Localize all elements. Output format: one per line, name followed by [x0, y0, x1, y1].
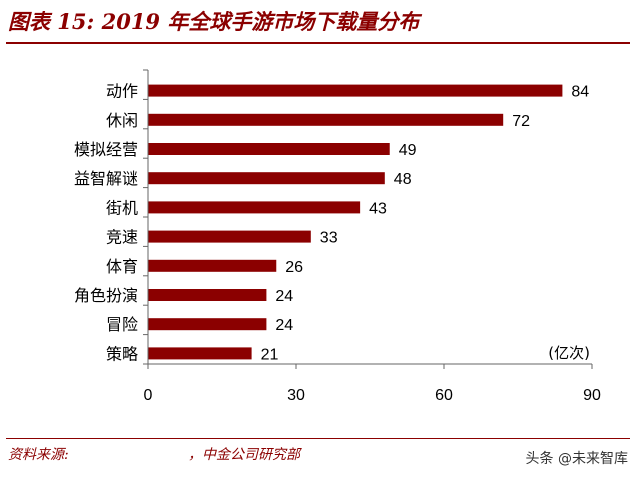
category-label: 竞速 [106, 228, 138, 247]
source-note: 资料来源: ，中金公司研究部 [8, 444, 300, 464]
value-label: 49 [399, 142, 417, 159]
bar-9 [148, 347, 252, 360]
bar-0 [148, 84, 563, 97]
category-label: 动作 [106, 82, 138, 101]
x-tick-label: 60 [435, 387, 453, 404]
category-label: 体育 [106, 257, 138, 276]
bar-4 [148, 201, 361, 214]
title-bar: 图表 15: 2019 年全球手游市场下载量分布 [0, 0, 640, 44]
bar-chart: 动作 84 休闲 72 模拟经营 49 益智解谜 48 街机 43 竞速 33 体育 26 角色扮演 24 冒险… [74, 69, 601, 404]
value-label: 24 [275, 288, 293, 305]
value-label: 43 [369, 200, 387, 217]
title-divider [6, 42, 630, 44]
x-tick-label: 0 [144, 387, 153, 404]
value-label: 24 [275, 317, 293, 334]
source-text: ，中金公司研究部 [188, 447, 300, 463]
bar-8 [148, 318, 267, 331]
bar-3 [148, 172, 385, 185]
category-label: 冒险 [106, 315, 138, 334]
category-label: 模拟经营 [74, 140, 138, 159]
source-label: 资料来源: [8, 447, 69, 463]
chart-title: 图表 15: 2019 年全球手游市场下载量分布 [8, 9, 420, 34]
category-label: 休闲 [106, 111, 138, 130]
watermark: 头条 @未来智库 [525, 451, 628, 467]
bar-5 [148, 230, 311, 243]
value-label: 21 [261, 346, 279, 363]
value-label: 72 [512, 113, 530, 130]
category-label: 策略 [106, 344, 138, 363]
source-divider [6, 438, 630, 439]
unit-label: (亿次) [548, 344, 590, 362]
bar-6 [148, 259, 277, 272]
value-label: 48 [394, 171, 412, 188]
x-tick-label: 30 [287, 387, 305, 404]
bar-7 [148, 289, 267, 301]
value-label: 26 [285, 259, 303, 276]
category-label: 街机 [106, 198, 138, 217]
x-tick-label: 90 [583, 387, 601, 404]
bar-1 [148, 113, 504, 126]
category-label: 益智解谜 [74, 169, 138, 188]
value-label: 33 [320, 230, 338, 247]
bar-2 [148, 143, 390, 155]
value-label: 84 [571, 84, 589, 101]
category-label: 角色扮演 [74, 286, 138, 305]
